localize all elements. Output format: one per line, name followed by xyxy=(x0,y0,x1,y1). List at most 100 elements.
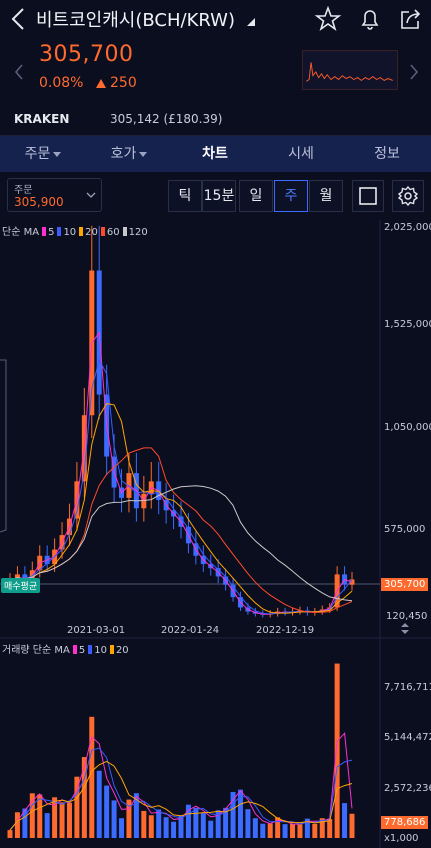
bell-icon[interactable] xyxy=(356,5,384,33)
volume-bar xyxy=(178,815,184,838)
ma-line-10 xyxy=(9,358,353,615)
chevron-down-icon xyxy=(86,192,96,198)
volume-bar xyxy=(252,818,258,838)
ma5-label: 5 xyxy=(48,227,55,238)
price-volume-chart[interactable] xyxy=(0,220,431,848)
app-header: 비트코인캐시(BCH/KRW) xyxy=(0,0,431,40)
order-price-select[interactable]: 주문 305,900 xyxy=(7,178,102,212)
period-week-button[interactable]: 주 xyxy=(274,180,308,212)
volume-bar xyxy=(260,823,266,838)
volume-bar xyxy=(133,793,139,838)
tab-bar: 주문 호가 차트 시세 정보 xyxy=(0,136,431,172)
price-legend-prefix: 단순 MA xyxy=(2,227,40,238)
period-month-button[interactable]: 월 xyxy=(309,180,343,212)
chart-area[interactable]: 단순 MA 5 10 20 60 120 2,025,000 1,525,000 1,05… xyxy=(0,220,431,848)
current-volume-marker: 778,686 xyxy=(381,816,429,829)
page-title[interactable]: 비트코인캐시(BCH/KRW) xyxy=(36,10,235,31)
back-icon[interactable] xyxy=(6,6,32,32)
tab-orderbook[interactable]: 호가 xyxy=(86,136,172,172)
period-day-button[interactable]: 일 xyxy=(239,180,273,212)
volume-bar xyxy=(74,776,80,838)
next-coin-icon[interactable] xyxy=(407,62,421,82)
dropdown-triangle-icon xyxy=(139,151,148,157)
x-axis-label: 2022-12-19 xyxy=(256,625,315,636)
dropdown-triangle-icon xyxy=(53,151,62,157)
volume-bar xyxy=(304,818,310,838)
period-tick-button[interactable]: 틱 xyxy=(168,180,202,212)
volume-bar xyxy=(171,821,177,838)
exchange-price: 305,142 (£180.39) xyxy=(110,112,223,126)
fullscreen-toggle-button[interactable] xyxy=(352,180,384,212)
volume-bar xyxy=(267,823,273,838)
volume-bar xyxy=(290,823,296,838)
volume-bar xyxy=(223,807,229,838)
price-y-label: 1,525,000 xyxy=(384,319,431,330)
buy-average-badge: 매수평균 xyxy=(1,578,41,593)
x-axis-label: 2022-01-24 xyxy=(161,625,220,636)
volume-bar xyxy=(52,797,58,838)
volume-bar xyxy=(7,830,13,838)
volume-bar xyxy=(319,818,325,838)
title-dropdown-icon[interactable] xyxy=(247,18,255,26)
prev-coin-icon[interactable] xyxy=(12,62,26,82)
volume-bar xyxy=(193,807,199,838)
volume-bar xyxy=(89,716,95,838)
ma20-swatch xyxy=(79,227,84,236)
scroll-down-icon[interactable] xyxy=(401,630,409,634)
volume-bar xyxy=(230,791,236,838)
volume-bar xyxy=(163,817,169,838)
chart-toolbar: 주문 305,900 틱 15분 일 주 월 xyxy=(0,172,431,220)
ma-lines-group xyxy=(9,331,353,615)
tab-order[interactable]: 주문 xyxy=(0,136,86,172)
volume-bar xyxy=(14,812,20,838)
change-amount: 250 xyxy=(110,75,137,91)
volume-bar xyxy=(200,813,206,838)
volume-bar xyxy=(29,793,35,838)
volume-bar xyxy=(44,813,50,838)
volume-bar xyxy=(156,809,162,838)
price-ma-legend: 단순 MA 5 10 20 60 120 xyxy=(2,223,148,238)
tab-chart[interactable]: 차트 xyxy=(202,146,228,162)
tab-info[interactable]: 정보 xyxy=(374,146,400,162)
vol-ma5-label: 5 xyxy=(78,645,86,656)
ma60-swatch xyxy=(100,227,105,236)
sparkline-chart xyxy=(302,50,398,90)
volume-bar xyxy=(275,817,281,838)
vol-ma10-label: 10 xyxy=(94,645,107,656)
price-y-label: 120,450 xyxy=(386,611,428,622)
volume-bar xyxy=(81,757,87,838)
period-15min-button[interactable]: 15분 xyxy=(202,180,236,212)
exchange-row[interactable]: KRAKEN 305,142 (£180.39) xyxy=(0,104,431,136)
ma60-label: 60 xyxy=(106,227,120,238)
volume-legend-prefix: 거래량 단순 MA xyxy=(2,645,70,656)
vol-ma10-swatch xyxy=(88,645,93,654)
volume-bar xyxy=(111,800,117,838)
tab-quotes[interactable]: 시세 xyxy=(288,146,314,162)
volume-bar xyxy=(141,810,147,838)
ma120-swatch xyxy=(122,227,127,236)
volume-bar xyxy=(37,794,43,838)
volume-bar xyxy=(185,804,191,838)
volume-bar xyxy=(282,824,288,838)
order-select-label: 주문 xyxy=(14,185,33,196)
volume-bar xyxy=(126,799,132,838)
scroll-up-icon[interactable] xyxy=(401,623,409,627)
change-percent: 0.08% xyxy=(39,75,84,91)
volume-y-label: 2,572,236 xyxy=(384,783,431,794)
current-price: 305,700 xyxy=(39,42,134,67)
volume-bar xyxy=(334,663,340,838)
volume-bar xyxy=(297,824,303,838)
volume-bar xyxy=(96,770,102,838)
volume-ma-group xyxy=(9,732,353,831)
chart-settings-button[interactable] xyxy=(392,180,424,212)
price-y-label: 575,000 xyxy=(384,524,426,535)
share-icon[interactable] xyxy=(397,5,425,33)
volume-bar xyxy=(22,808,28,838)
volume-ma-line-20 xyxy=(9,760,353,831)
x-axis-label: 2021-03-01 xyxy=(67,625,126,636)
price-summary: 305,700 0.08% 250 xyxy=(0,40,431,104)
star-icon[interactable] xyxy=(314,5,342,33)
volume-bar xyxy=(215,810,221,838)
volume-bar xyxy=(237,789,243,838)
current-price-marker: 305,700 xyxy=(381,578,429,591)
